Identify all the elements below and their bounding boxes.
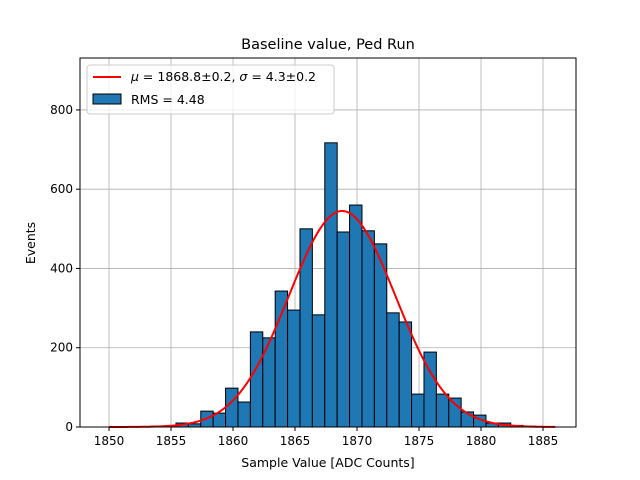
legend-hist-swatch bbox=[92, 93, 122, 105]
histogram-bar bbox=[299, 228, 313, 428]
x-axis-label: Sample Value [ADC Counts] bbox=[241, 455, 414, 470]
histogram-bar bbox=[386, 312, 400, 428]
chart-title: Baseline value, Ped Run bbox=[241, 37, 415, 53]
x-tick-label: 1880 bbox=[466, 434, 497, 448]
x-tick-label: 1870 bbox=[342, 434, 373, 448]
histogram-bar bbox=[311, 314, 326, 428]
x-tick-label: 1875 bbox=[404, 434, 435, 448]
y-tick-label: 0 bbox=[65, 420, 73, 434]
legend-box bbox=[86, 64, 335, 115]
y-tick-label: 400 bbox=[50, 261, 73, 275]
axis-ticks: 1850 1855 1860 1865 1870 1875 1880 1885 0 200 400 6… bbox=[50, 103, 558, 448]
histogram-bar bbox=[237, 401, 251, 428]
x-tick-label: 1860 bbox=[218, 434, 249, 448]
histogram-bar bbox=[274, 290, 289, 428]
histogram-bars bbox=[138, 142, 549, 428]
histogram-bar bbox=[411, 393, 425, 428]
y-tick-label: 600 bbox=[50, 182, 73, 196]
legend-fit-label: μ = 1868.8±0.2, σ = 4.3±0.2 bbox=[130, 69, 316, 84]
gaussian-fit-line bbox=[109, 209, 556, 428]
y-tick-label: 800 bbox=[50, 103, 73, 117]
legend: μ = 1868.8±0.2, σ = 4.3±0.2 RMS = 4.48 bbox=[86, 64, 335, 115]
histogram-bar bbox=[287, 309, 301, 428]
histogram-bar bbox=[225, 387, 239, 428]
y-axis-label: Events bbox=[23, 222, 38, 264]
histogram-bar bbox=[349, 204, 363, 428]
x-tick-label: 1885 bbox=[528, 434, 559, 448]
histogram-bar bbox=[361, 230, 375, 428]
x-tick-label: 1865 bbox=[280, 434, 311, 448]
histogram-bar bbox=[336, 231, 351, 428]
legend-hist-label: RMS = 4.48 bbox=[131, 92, 205, 107]
plot-frame bbox=[79, 57, 577, 428]
histogram-bar bbox=[249, 331, 264, 428]
histogram-bar bbox=[448, 397, 462, 428]
histogram-bar bbox=[324, 142, 338, 428]
histogram-bar bbox=[398, 321, 413, 428]
histogram-bar bbox=[435, 393, 450, 428]
x-tick-label: 1850 bbox=[94, 434, 125, 448]
x-tick-label: 1855 bbox=[156, 434, 187, 448]
y-tick-label: 200 bbox=[50, 341, 73, 355]
